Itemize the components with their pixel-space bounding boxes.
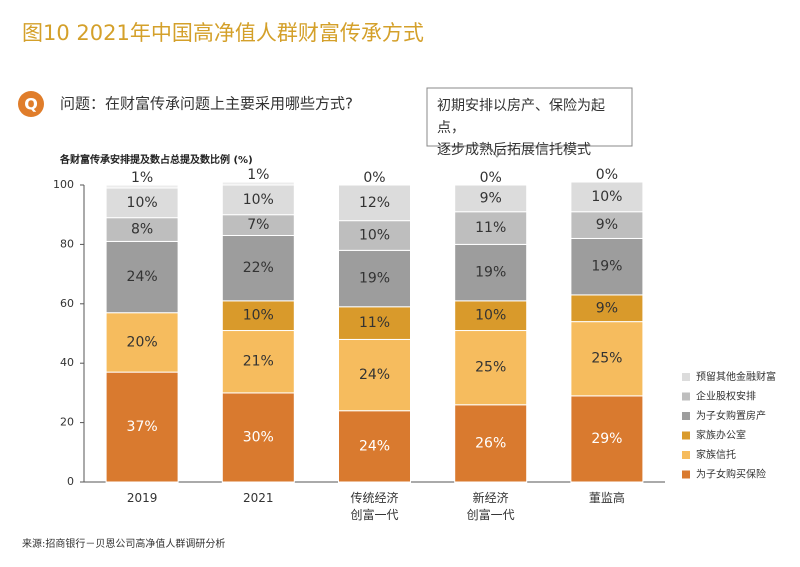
source: 来源:招商银行－贝恩公司高净值人群调研分析 bbox=[22, 539, 226, 550]
value-label: 7% bbox=[247, 217, 269, 233]
value-label: 20% bbox=[127, 334, 158, 350]
value-label: 9% bbox=[480, 190, 502, 206]
value-label: 25% bbox=[591, 351, 622, 367]
legend-label: 预留其他金融财富 bbox=[696, 370, 776, 383]
value-label: 19% bbox=[359, 271, 390, 287]
bar-segment bbox=[221, 184, 295, 216]
bar-segment bbox=[338, 306, 411, 340]
bar-segment bbox=[338, 220, 411, 251]
value-label: 11% bbox=[475, 220, 506, 236]
y-tick-label: 60 bbox=[60, 297, 74, 310]
legend-label: 为子女购买保险 bbox=[696, 468, 766, 481]
bar-segment bbox=[221, 181, 295, 186]
bar-segment bbox=[570, 294, 644, 323]
value-label: 9% bbox=[596, 300, 618, 316]
value-label: 24% bbox=[359, 367, 390, 383]
value-label: 9% bbox=[596, 217, 618, 233]
value-label: 0% bbox=[596, 167, 618, 183]
legend-swatch bbox=[682, 392, 690, 401]
value-label: 8% bbox=[131, 222, 153, 238]
bar-segment bbox=[454, 211, 528, 245]
callout-box bbox=[426, 87, 633, 158]
legend-swatch bbox=[682, 431, 690, 440]
x-tick-label: 2019 bbox=[126, 491, 158, 505]
y-tick-label: 100 bbox=[53, 178, 74, 191]
legend-label: 企业股权安排 bbox=[696, 390, 756, 403]
bar-segment bbox=[338, 184, 411, 222]
x-tick-label: 新经济 创富一代 bbox=[466, 491, 515, 522]
callout-text: 初期安排以房产、保险为起点， 逐步成熟后拓展信托模式 bbox=[437, 98, 605, 158]
bar-segment bbox=[570, 181, 644, 213]
bar-segment bbox=[105, 184, 179, 189]
value-label: 10% bbox=[127, 195, 158, 211]
value-label: 30% bbox=[243, 429, 274, 445]
value-label: 10% bbox=[243, 192, 274, 208]
legend-label: 家族信托 bbox=[696, 448, 736, 461]
value-label: 12% bbox=[359, 195, 390, 211]
value-label: 22% bbox=[243, 260, 274, 276]
legend-label: 家族办公室 bbox=[696, 429, 746, 442]
bar-segment bbox=[570, 237, 644, 296]
value-label: 10% bbox=[359, 227, 390, 243]
value-label: 0% bbox=[363, 170, 385, 186]
bar-segment bbox=[454, 404, 528, 483]
bar-segment bbox=[105, 240, 179, 314]
bar-segment bbox=[454, 184, 528, 213]
bar-segment bbox=[338, 249, 411, 308]
value-label: 19% bbox=[591, 259, 622, 275]
value-label: 10% bbox=[243, 308, 274, 324]
y-axis-label: 各财富传承安排提及数占总提及数比例 (%) bbox=[59, 153, 253, 166]
legend-label: 为子女购置房产 bbox=[696, 409, 766, 422]
question-icon-letter: Q bbox=[24, 95, 38, 114]
bar-segment bbox=[570, 321, 644, 397]
value-label: 10% bbox=[475, 308, 506, 324]
y-tick-label: 0 bbox=[67, 475, 74, 488]
value-label: 11% bbox=[359, 315, 390, 331]
legend-swatch bbox=[682, 470, 690, 479]
y-tick-label: 40 bbox=[60, 356, 74, 369]
value-label: 10% bbox=[591, 189, 622, 205]
bar-segment bbox=[221, 392, 295, 483]
bar-segment bbox=[105, 371, 179, 483]
legend-swatch bbox=[682, 412, 690, 420]
y-tick-label: 20 bbox=[60, 416, 74, 429]
bar-segment bbox=[221, 330, 295, 394]
bar-segment bbox=[105, 312, 179, 373]
bar-segment bbox=[221, 234, 295, 302]
value-label: 1% bbox=[247, 167, 269, 183]
value-label: 1% bbox=[131, 170, 153, 186]
question: 问题：在财富传承问题上主要采用哪些方式? bbox=[60, 95, 353, 113]
value-label: 37% bbox=[127, 419, 158, 435]
chart-title: 图10 2021年中国高净值人群财富传承方式 bbox=[22, 21, 424, 45]
value-label: 21% bbox=[243, 354, 274, 370]
bar-segment bbox=[338, 338, 411, 412]
value-label: 25% bbox=[475, 360, 506, 376]
bar-segment bbox=[454, 300, 528, 332]
bar-segment bbox=[454, 243, 528, 302]
value-label: 0% bbox=[480, 170, 502, 186]
legend-swatch bbox=[682, 451, 690, 459]
value-label: 24% bbox=[359, 438, 390, 454]
legend-swatch bbox=[682, 373, 690, 381]
x-tick-label: 董监高 bbox=[588, 491, 625, 505]
bar-segment bbox=[105, 187, 179, 219]
value-label: 29% bbox=[591, 431, 622, 447]
bar-segment bbox=[570, 395, 644, 483]
question-icon bbox=[18, 91, 44, 117]
value-label: 24% bbox=[127, 269, 158, 285]
x-tick-label: 传统经济 创富一代 bbox=[350, 491, 399, 522]
value-label: 19% bbox=[475, 265, 506, 281]
value-label: 26% bbox=[475, 435, 506, 451]
y-tick-label: 80 bbox=[60, 237, 74, 250]
bar-segment bbox=[338, 410, 411, 483]
x-tick-label: 2021 bbox=[243, 491, 274, 505]
